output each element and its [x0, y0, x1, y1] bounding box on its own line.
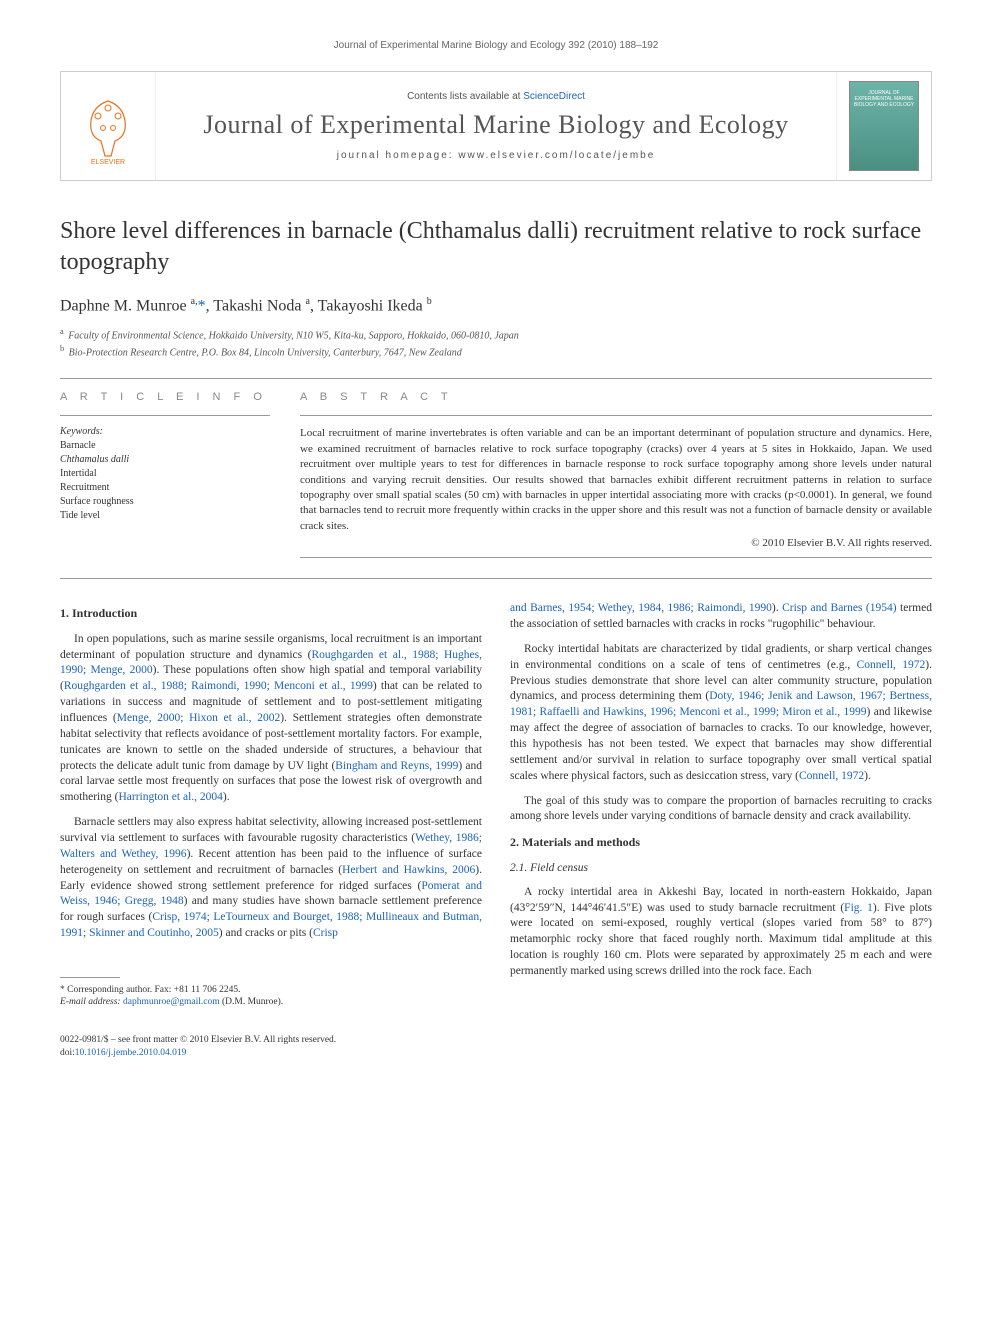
left-column: 1. Introduction In open populations, suc…: [60, 601, 482, 1009]
intro-para-2: Barnacle settlers may also express habit…: [60, 815, 482, 942]
email-suffix: (D.M. Munroe).: [220, 997, 284, 1007]
methods-para-1: A rocky intertidal area in Akkeshi Bay, …: [510, 885, 932, 980]
journal-cover-icon: JOURNAL OF EXPERIMENTAL MARINE BIOLOGY A…: [849, 81, 919, 171]
issn-copyright-line: 0022-0981/$ – see front matter © 2010 El…: [60, 1034, 932, 1047]
rule-info: [60, 415, 270, 416]
citation[interactable]: Roughgarden et al., 1988; Raimondi, 1990…: [64, 680, 373, 692]
corresponding-author-footnote: * Corresponding author. Fax: +81 11 706 …: [60, 984, 482, 996]
t: ).: [223, 791, 230, 803]
keyword-4: Surface roughness: [60, 495, 270, 509]
cover-thumbnail-box: JOURNAL OF EXPERIMENTAL MARINE BIOLOGY A…: [836, 72, 931, 180]
citation[interactable]: Crisp and Barnes (1954): [782, 602, 897, 614]
t: ).: [772, 602, 782, 614]
citation[interactable]: Connell, 1972: [857, 659, 926, 671]
abstract-heading: A B S T R A C T: [300, 391, 932, 403]
journal-homepage: journal homepage: www.elsevier.com/locat…: [337, 150, 656, 161]
contents-available-line: Contents lists available at ScienceDirec…: [407, 91, 585, 102]
intro-para-2-cont: and Barnes, 1954; Wethey, 1984, 1986; Ra…: [510, 601, 932, 633]
affiliation-a: a Faculty of Environmental Science, Hokk…: [60, 326, 932, 343]
email-label: E-mail address:: [60, 997, 123, 1007]
contents-prefix: Contents lists available at: [407, 91, 523, 102]
article-info-heading: A R T I C L E I N F O: [60, 391, 270, 403]
keyword-5: Tide level: [60, 509, 270, 523]
intro-para-4: The goal of this study was to compare th…: [510, 794, 932, 826]
abstract-column: A B S T R A C T Local recruitment of mar…: [300, 391, 932, 558]
aff-text-a: Faculty of Environmental Science, Hokkai…: [68, 330, 519, 341]
citation[interactable]: Herbert and Hawkins, 2006: [342, 864, 475, 876]
rule-abstract-bottom: [300, 557, 932, 558]
page-footer: 0022-0981/$ – see front matter © 2010 El…: [60, 1034, 932, 1061]
citation[interactable]: Menge, 2000; Hixon et al., 2002: [117, 712, 280, 724]
intro-para-1: In open populations, such as marine sess…: [60, 632, 482, 806]
info-abstract-row: A R T I C L E I N F O Keywords: Barnacle…: [60, 391, 932, 558]
field-census-heading: 2.1. Field census: [510, 861, 932, 877]
affiliations: a Faculty of Environmental Science, Hokk…: [60, 326, 932, 361]
right-column: and Barnes, 1954; Wethey, 1984, 1986; Ra…: [510, 601, 932, 1009]
figure-ref[interactable]: Fig. 1: [844, 902, 873, 914]
abstract-copyright: © 2010 Elsevier B.V. All rights reserved…: [300, 537, 932, 549]
methods-heading: 2. Materials and methods: [510, 834, 932, 851]
rule-above-abstract: [60, 378, 932, 379]
aff-sup-a: a: [60, 327, 64, 336]
keyword-0: Barnacle: [60, 439, 270, 453]
aff-text-b: Bio-Protection Research Centre, P.O. Box…: [69, 347, 462, 358]
keyword-3: Recruitment: [60, 481, 270, 495]
affiliation-b: b Bio-Protection Research Centre, P.O. B…: [60, 343, 932, 360]
rule-below-abstract: [60, 578, 932, 579]
keyword-2: Intertidal: [60, 467, 270, 481]
citation[interactable]: Harrington et al., 2004: [118, 791, 222, 803]
elsevier-tree-logo-icon: ELSEVIER: [73, 86, 143, 166]
aff-sup-b: b: [60, 344, 64, 353]
keywords-label: Keywords:: [60, 426, 270, 437]
sciencedirect-link[interactable]: ScienceDirect: [523, 91, 585, 102]
running-header: Journal of Experimental Marine Biology a…: [60, 40, 932, 51]
citation[interactable]: Bingham and Reyns, 1999: [335, 760, 458, 772]
banner-center: Contents lists available at ScienceDirec…: [156, 72, 836, 180]
journal-title: Journal of Experimental Marine Biology a…: [203, 110, 788, 140]
abstract-text: Local recruitment of marine invertebrate…: [300, 426, 932, 534]
author-list: Daphne M. Munroe a,*, Takashi Noda a, Ta…: [60, 296, 932, 315]
citation[interactable]: and Barnes, 1954; Wethey, 1984, 1986; Ra…: [510, 602, 772, 614]
doi-link[interactable]: 10.1016/j.jembe.2010.04.019: [75, 1048, 187, 1058]
doi-label: doi:: [60, 1048, 75, 1058]
doi-line: doi:10.1016/j.jembe.2010.04.019: [60, 1047, 932, 1060]
rule-abstract-top: [300, 415, 932, 416]
author-email-link[interactable]: daphmunroe@gmail.com: [123, 997, 220, 1007]
t: ) and cracks or pits (: [219, 927, 313, 939]
svg-text:ELSEVIER: ELSEVIER: [91, 159, 125, 166]
article-title: Shore level differences in barnacle (Cht…: [60, 216, 932, 278]
body-two-column: 1. Introduction In open populations, suc…: [60, 601, 932, 1009]
introduction-heading: 1. Introduction: [60, 605, 482, 622]
cover-thumb-text: JOURNAL OF EXPERIMENTAL MARINE BIOLOGY A…: [850, 90, 918, 108]
journal-banner: ELSEVIER Contents lists available at Sci…: [60, 71, 932, 181]
citation[interactable]: Crisp: [313, 927, 338, 939]
intro-para-3: Rocky intertidal habitats are characteri…: [510, 642, 932, 785]
email-footnote: E-mail address: daphmunroe@gmail.com (D.…: [60, 996, 482, 1008]
t: ).: [864, 770, 871, 782]
keyword-1: Chthamalus dalli: [60, 453, 270, 467]
citation[interactable]: Connell, 1972: [799, 770, 864, 782]
article-info-column: A R T I C L E I N F O Keywords: Barnacle…: [60, 391, 270, 558]
publisher-logo-box: ELSEVIER: [61, 72, 156, 180]
footnote-separator: [60, 977, 120, 978]
